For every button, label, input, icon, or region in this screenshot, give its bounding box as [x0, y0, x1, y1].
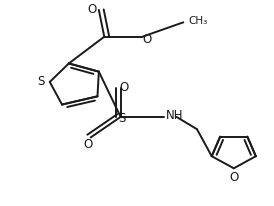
Text: O: O — [87, 4, 97, 16]
Text: CH₃: CH₃ — [188, 16, 207, 26]
Text: O: O — [119, 80, 129, 93]
Text: O: O — [142, 33, 151, 46]
Text: O: O — [83, 137, 93, 150]
Text: NH: NH — [165, 109, 183, 122]
Text: S: S — [118, 112, 126, 125]
Text: S: S — [37, 75, 44, 88]
Text: O: O — [229, 170, 238, 183]
